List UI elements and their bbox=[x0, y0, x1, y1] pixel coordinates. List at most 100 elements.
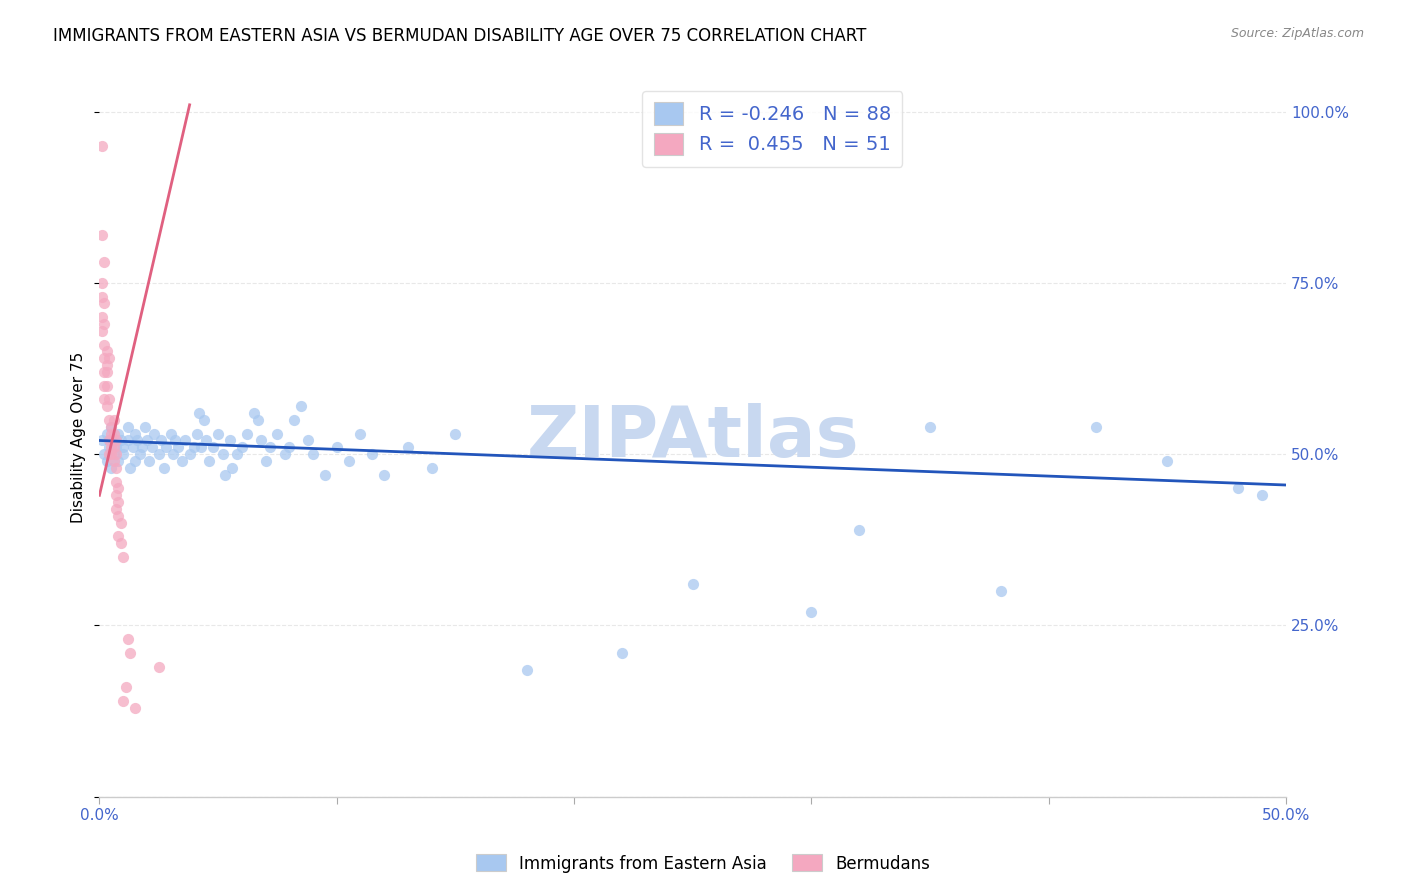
Legend: Immigrants from Eastern Asia, Bermudans: Immigrants from Eastern Asia, Bermudans bbox=[470, 847, 936, 880]
Point bbox=[96, 378, 118, 392]
Point bbox=[195, 434, 218, 448]
Point bbox=[173, 434, 195, 448]
Point bbox=[90, 310, 112, 325]
Point bbox=[247, 413, 270, 427]
Point bbox=[337, 454, 360, 468]
Point bbox=[211, 447, 233, 461]
Point bbox=[128, 447, 150, 461]
Point bbox=[107, 508, 129, 523]
Point bbox=[103, 434, 125, 448]
Point bbox=[1085, 419, 1108, 434]
Point bbox=[103, 440, 125, 454]
Point bbox=[162, 447, 184, 461]
Point bbox=[254, 454, 277, 468]
Point bbox=[148, 659, 170, 673]
Point bbox=[110, 536, 132, 550]
Point bbox=[105, 475, 128, 489]
Point bbox=[266, 426, 288, 441]
Point bbox=[90, 227, 112, 242]
Point bbox=[148, 447, 170, 461]
Point bbox=[100, 419, 122, 434]
Point bbox=[326, 440, 349, 454]
Point bbox=[127, 434, 149, 448]
Point bbox=[93, 351, 115, 366]
Point bbox=[90, 139, 112, 153]
Point bbox=[121, 440, 143, 454]
Point bbox=[682, 577, 704, 591]
Point bbox=[100, 426, 122, 441]
Point bbox=[159, 426, 181, 441]
Point bbox=[396, 440, 419, 454]
Point bbox=[100, 447, 122, 461]
Point bbox=[100, 419, 122, 434]
Point bbox=[105, 461, 128, 475]
Point bbox=[249, 434, 271, 448]
Point bbox=[112, 440, 135, 454]
Point bbox=[97, 413, 120, 427]
Point bbox=[90, 276, 112, 290]
Point bbox=[202, 440, 225, 454]
Point bbox=[848, 523, 870, 537]
Point bbox=[93, 392, 115, 407]
Point bbox=[103, 413, 125, 427]
Text: Source: ZipAtlas.com: Source: ZipAtlas.com bbox=[1230, 27, 1364, 40]
Point bbox=[120, 646, 142, 660]
Point bbox=[179, 447, 201, 461]
Point bbox=[97, 434, 120, 448]
Point bbox=[302, 447, 325, 461]
Point bbox=[1156, 454, 1178, 468]
Point bbox=[283, 413, 305, 427]
Point bbox=[117, 419, 139, 434]
Point bbox=[183, 440, 205, 454]
Point bbox=[138, 454, 160, 468]
Point bbox=[226, 447, 249, 461]
Point bbox=[93, 337, 115, 351]
Point bbox=[103, 426, 125, 441]
Point bbox=[107, 495, 129, 509]
Point bbox=[172, 454, 194, 468]
Point bbox=[193, 413, 215, 427]
Point bbox=[112, 447, 135, 461]
Point bbox=[117, 632, 139, 647]
Point bbox=[90, 324, 112, 338]
Point bbox=[155, 440, 177, 454]
Point bbox=[141, 440, 163, 454]
Text: ZIPAtlas: ZIPAtlas bbox=[526, 402, 859, 472]
Point bbox=[297, 434, 319, 448]
Point bbox=[90, 434, 112, 448]
Point bbox=[97, 392, 120, 407]
Point bbox=[97, 440, 120, 454]
Point bbox=[800, 605, 823, 619]
Point bbox=[105, 440, 128, 454]
Point bbox=[214, 467, 236, 482]
Point bbox=[314, 467, 336, 482]
Point bbox=[120, 461, 142, 475]
Point bbox=[197, 454, 219, 468]
Point bbox=[235, 426, 257, 441]
Point bbox=[190, 440, 212, 454]
Point bbox=[918, 419, 941, 434]
Point bbox=[103, 447, 125, 461]
Point bbox=[207, 426, 229, 441]
Point bbox=[143, 426, 166, 441]
Point bbox=[361, 447, 384, 461]
Point bbox=[107, 426, 129, 441]
Point bbox=[105, 502, 128, 516]
Point bbox=[105, 447, 128, 461]
Point bbox=[1251, 488, 1274, 502]
Point bbox=[97, 447, 120, 461]
Point bbox=[100, 440, 122, 454]
Point bbox=[349, 426, 371, 441]
Point bbox=[166, 440, 188, 454]
Point bbox=[134, 419, 156, 434]
Point bbox=[420, 461, 443, 475]
Point bbox=[93, 378, 115, 392]
Point bbox=[610, 646, 633, 660]
Point bbox=[93, 365, 115, 379]
Point bbox=[110, 434, 132, 448]
Point bbox=[93, 296, 115, 310]
Point bbox=[124, 426, 146, 441]
Point bbox=[97, 351, 120, 366]
Point bbox=[290, 399, 312, 413]
Point bbox=[112, 694, 135, 708]
